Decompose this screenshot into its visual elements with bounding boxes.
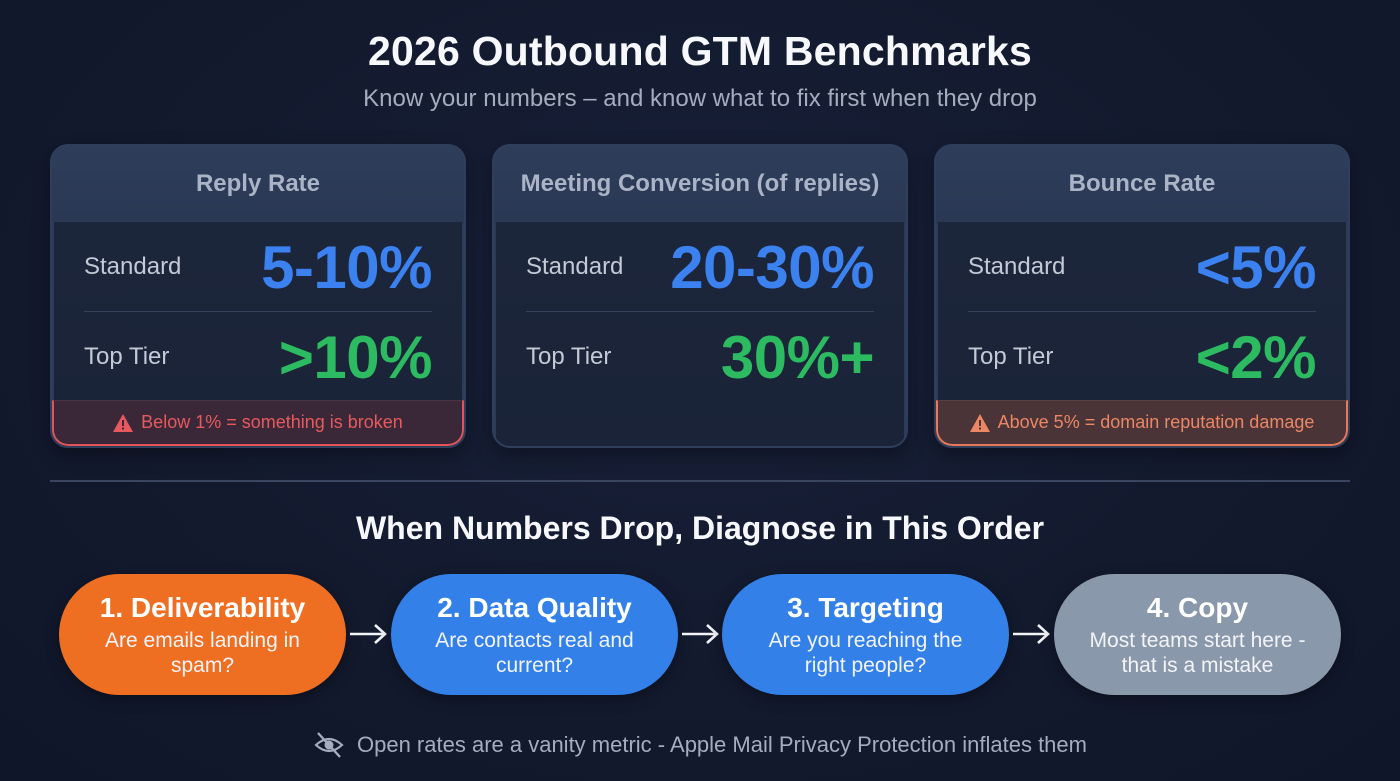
row-divider <box>84 311 432 312</box>
step-description: Most teams start here - that is a mistak… <box>1089 628 1306 677</box>
diagnose-step-targeting: 3. Targeting Are you reaching the right … <box>722 574 1009 695</box>
card-body: Standard 20-30% Top Tier 30%+ <box>496 222 904 446</box>
diagnose-step-copy: 4. Copy Most teams start here - that is … <box>1054 574 1341 695</box>
warning-banner: Above 5% = domain reputation damage <box>936 400 1348 446</box>
step-title: 3. Targeting <box>787 591 944 623</box>
row-label: Top Tier <box>84 343 170 370</box>
arrow-right-icon <box>1013 624 1050 644</box>
card-title: Reply Rate <box>52 146 464 222</box>
diagnose-step-data-quality: 2. Data Quality Are contacts real and cu… <box>391 574 678 695</box>
benchmark-row-top-tier: Top Tier <2% <box>968 312 1317 402</box>
step-description: Are you reaching the right people? <box>768 628 963 677</box>
row-label: Top Tier <box>968 343 1054 370</box>
step-title: 2. Data Quality <box>437 591 632 623</box>
benchmark-row-standard: Standard 20-30% <box>526 222 874 312</box>
row-label: Top Tier <box>526 343 612 370</box>
benchmark-row-top-tier: Top Tier >10% <box>84 312 433 402</box>
section-title: When Numbers Drop, Diagnose in This Orde… <box>355 510 1045 546</box>
row-value: <5% <box>1195 233 1317 301</box>
page-title: 2026 Outbound GTM Benchmarks <box>367 28 1032 74</box>
warning-text: Below 1% = something is broken <box>141 412 403 432</box>
row-value: 30%+ <box>720 323 875 391</box>
eye-slash-icon <box>314 732 344 758</box>
step-title: 4. Copy <box>1146 591 1249 623</box>
row-value: >10% <box>278 323 433 391</box>
benchmark-card-reply-rate: Reply Rate Standard 5-10% Top Tier >10% … <box>50 144 466 448</box>
row-label: Standard <box>526 253 624 280</box>
card-title: Bounce Rate <box>936 146 1348 222</box>
row-value: 5-10% <box>261 233 432 301</box>
row-label: Standard <box>84 253 182 280</box>
arrow-right-icon <box>682 624 719 644</box>
row-value: <2% <box>1195 323 1317 391</box>
card-title: Meeting Conversion (of replies) <box>494 146 906 222</box>
warning-triangle-icon <box>969 413 990 432</box>
section-divider <box>50 480 1350 482</box>
warning-triangle-icon <box>113 413 134 432</box>
step-description: Are contacts real and current? <box>435 628 634 677</box>
row-divider <box>968 311 1316 312</box>
step-title: 1. Deliverability <box>99 591 306 623</box>
benchmark-row-standard: Standard 5-10% <box>84 222 432 312</box>
footnote: Open rates are a vanity metric - Apple M… <box>0 730 1400 760</box>
arrow-right-icon <box>350 624 387 644</box>
benchmark-card-bounce-rate: Bounce Rate Standard <5% Top Tier <2% Ab… <box>934 144 1350 448</box>
row-label: Standard <box>968 253 1066 280</box>
page-subtitle: Know your numbers – and know what to fix… <box>363 85 1037 112</box>
benchmark-card-meeting-conversion: Meeting Conversion (of replies) Standard… <box>492 144 908 448</box>
warning-banner: Below 1% = something is broken <box>52 400 464 446</box>
row-divider <box>526 311 874 312</box>
diagnose-step-deliverability: 1. Deliverability Are emails landing in … <box>59 574 346 695</box>
footnote-text: Open rates are a vanity metric - Apple M… <box>357 732 1087 757</box>
benchmark-row-top-tier: Top Tier 30%+ <box>526 312 875 402</box>
row-value: 20-30% <box>670 233 874 301</box>
benchmark-row-standard: Standard <5% <box>968 222 1317 312</box>
warning-text: Above 5% = domain reputation damage <box>997 412 1315 432</box>
step-description: Are emails landing in spam? <box>105 628 300 677</box>
